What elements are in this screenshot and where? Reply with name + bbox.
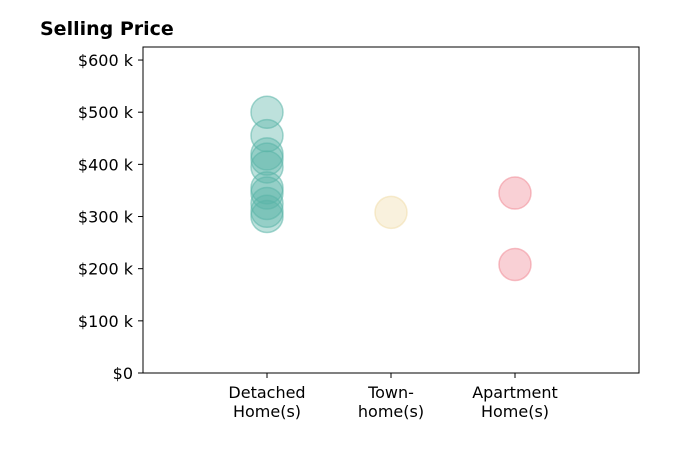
y-tick-label: $400 k <box>78 155 134 174</box>
y-tick-label: $500 k <box>78 103 134 122</box>
y-axis: $0 $100 k $200 k $300 k $400 k $500 k $600 k <box>78 51 143 383</box>
y-tick-label: $200 k <box>78 260 134 279</box>
x-axis: DetachedHome(s)Town-home(s)ApartmentHome… <box>228 373 558 421</box>
data-point <box>374 195 408 230</box>
x-tick-label: Detached <box>228 383 305 402</box>
data-point <box>250 150 284 184</box>
data-points <box>250 95 532 282</box>
y-tick-label: $0 <box>113 364 133 383</box>
x-tick-label: Home(s) <box>233 402 301 421</box>
x-tick-label: Home(s) <box>481 402 549 421</box>
data-point <box>250 176 284 210</box>
data-point <box>250 95 284 129</box>
data-point <box>250 199 284 234</box>
x-tick-label: home(s) <box>358 402 424 421</box>
data-point <box>250 186 284 221</box>
x-tick-label: Town- <box>367 383 414 402</box>
data-point <box>498 247 532 282</box>
chart-title: Selling Price <box>40 18 174 40</box>
x-tick-label: Apartment <box>472 383 558 402</box>
data-point <box>498 176 532 210</box>
y-tick-label: $300 k <box>78 208 134 227</box>
data-point <box>250 142 284 176</box>
y-tick-label: $100 k <box>78 312 134 331</box>
y-tick-label: $600 k <box>78 51 134 70</box>
